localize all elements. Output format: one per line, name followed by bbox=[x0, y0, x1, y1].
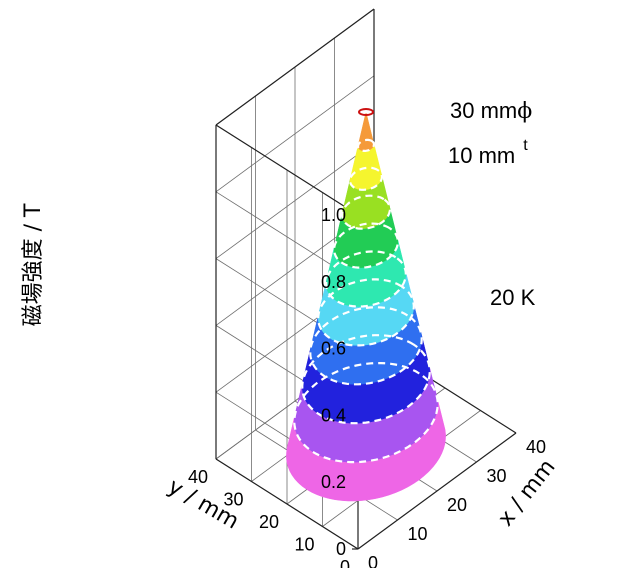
box-edge bbox=[215, 458, 359, 550]
y-tick-label: 20 bbox=[259, 512, 279, 532]
annotation-temperature: 20 K bbox=[490, 285, 536, 310]
contour-line bbox=[333, 222, 399, 269]
z-tick-label: 0.2 bbox=[321, 472, 346, 492]
x-tick-label: 30 bbox=[487, 466, 507, 486]
contour-line bbox=[349, 166, 383, 191]
y-tick-label: 40 bbox=[188, 467, 208, 487]
y-tick-label: 0 bbox=[340, 557, 350, 568]
contour-line bbox=[309, 306, 423, 386]
x-tick-label: 20 bbox=[447, 495, 467, 515]
annotation-diameter: 30 mmϕ bbox=[450, 98, 532, 124]
x-tick-label: 0 bbox=[368, 553, 378, 568]
tick-labels: 0 0.2 0.4 0.6 0.8 1.0 0 10 20 30 40 0 10 20 30 40 bbox=[188, 205, 546, 568]
box-edge bbox=[215, 8, 375, 126]
y-tick-label: 30 bbox=[223, 490, 243, 510]
box-edge bbox=[357, 432, 517, 550]
x-tick-label: 10 bbox=[408, 524, 428, 544]
z-tick-label: 0.8 bbox=[321, 272, 346, 292]
annotation-thickness: 10 mm t bbox=[448, 137, 528, 168]
peak-marker bbox=[358, 108, 374, 116]
z-tick-label: 0.6 bbox=[321, 339, 346, 359]
contour-line bbox=[317, 278, 415, 347]
z-tick-label: 0 bbox=[336, 539, 346, 559]
contour-line bbox=[301, 334, 431, 425]
box-edge bbox=[215, 124, 359, 216]
z-tick-label: 0.4 bbox=[321, 405, 346, 425]
contour-line bbox=[293, 362, 439, 464]
x-tick-label: 40 bbox=[526, 437, 546, 457]
cone-surface bbox=[286, 108, 446, 502]
contour-line bbox=[325, 250, 407, 308]
cone-band bbox=[357, 113, 375, 152]
y-tick-label: 10 bbox=[294, 535, 314, 555]
z-tick-label: 1.0 bbox=[321, 205, 346, 225]
contour-line bbox=[356, 138, 376, 152]
contour-line bbox=[341, 194, 391, 230]
z-axis-label: 磁場強度 / T bbox=[21, 203, 46, 326]
